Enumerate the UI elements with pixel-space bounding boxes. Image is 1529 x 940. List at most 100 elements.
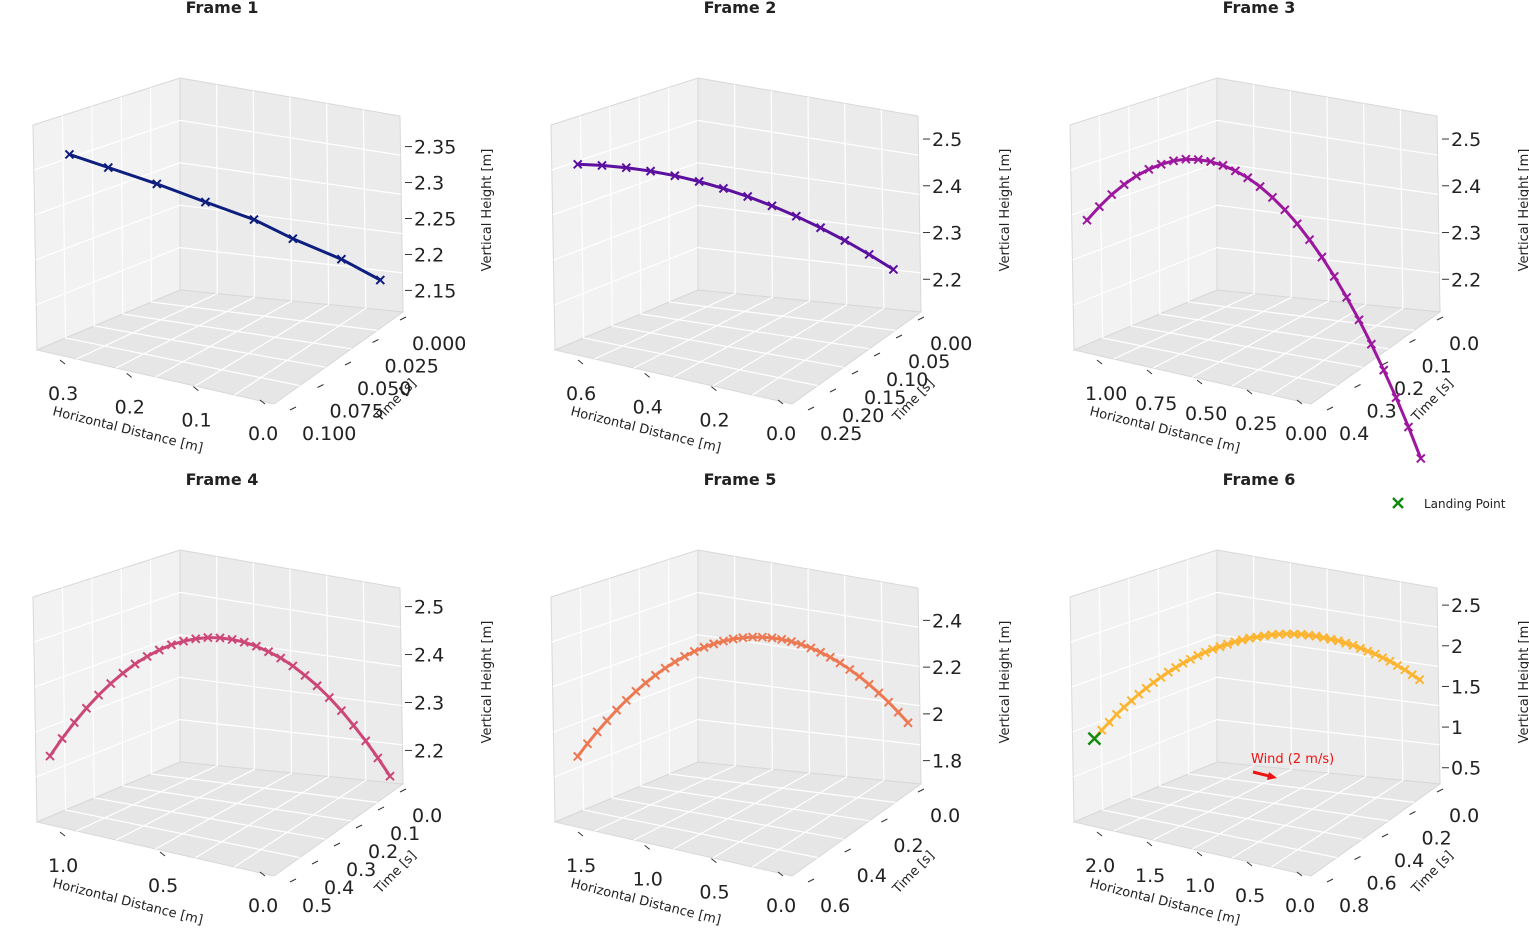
x-tick-label: 0.3 bbox=[48, 383, 78, 405]
t-tick-label: 0.2 bbox=[368, 841, 398, 863]
t-tick-mark bbox=[311, 860, 319, 865]
x-tick-mark bbox=[577, 359, 584, 365]
trajectory-marker bbox=[239, 637, 249, 647]
t-tick-mark bbox=[807, 878, 815, 883]
trajectory-marker bbox=[249, 214, 259, 225]
z-axis-label: Vertical Height [m] bbox=[998, 621, 1013, 744]
x-gridline bbox=[594, 556, 736, 832]
z-axis-label: Vertical Height [m] bbox=[480, 621, 495, 744]
x-tick-label: 1.0 bbox=[1185, 875, 1215, 897]
trajectory-marker bbox=[728, 634, 738, 644]
x-tick-mark bbox=[126, 372, 132, 378]
trajectory-marker bbox=[1134, 689, 1144, 699]
trajectory-marker bbox=[1104, 717, 1114, 727]
trajectory-marker bbox=[709, 639, 719, 649]
t-gridline bbox=[668, 87, 896, 331]
trajectory-marker bbox=[251, 641, 262, 651]
t-tick-label: 0.2 bbox=[893, 835, 923, 857]
x-gridline bbox=[1192, 96, 1330, 378]
trajectory-marker bbox=[777, 634, 787, 645]
trajectory-marker bbox=[1222, 639, 1233, 649]
z-axis-label: Vertical Height [m] bbox=[998, 149, 1013, 272]
trajectory-marker bbox=[227, 634, 237, 645]
trajectory-marker bbox=[200, 197, 211, 207]
trajectory-marker bbox=[1178, 658, 1188, 668]
z-tick-label: 2.3 bbox=[932, 223, 962, 245]
t-tick-label: 0.2 bbox=[1422, 828, 1452, 850]
trajectory-marker bbox=[854, 671, 865, 682]
t-tick-mark bbox=[1381, 833, 1389, 838]
trajectory-marker bbox=[385, 771, 395, 781]
x-tick-mark bbox=[193, 386, 199, 392]
t-gridline bbox=[1157, 568, 1389, 822]
t-tick-label: 0.4 bbox=[857, 865, 887, 887]
trajectory-marker bbox=[718, 636, 729, 646]
t-gridline bbox=[1098, 115, 1337, 387]
x-tick-label: 0.5 bbox=[148, 875, 178, 897]
trajectory-marker bbox=[1156, 672, 1166, 683]
t-tick-mark bbox=[1436, 788, 1444, 793]
trajectory-marker bbox=[1107, 189, 1117, 200]
trajectory-marker bbox=[883, 697, 894, 707]
x-gridline bbox=[234, 581, 367, 868]
trajectory-marker bbox=[1370, 649, 1380, 659]
t-tick-label: 0.00 bbox=[930, 333, 972, 355]
t-tick-label: 0.075 bbox=[330, 401, 384, 423]
t-tick-mark bbox=[807, 406, 815, 411]
trajectory-marker bbox=[69, 717, 79, 728]
trajectory-marker bbox=[1163, 667, 1174, 677]
trajectory-marker bbox=[336, 706, 347, 716]
trajectory-marker bbox=[1329, 271, 1339, 282]
t-tick-mark bbox=[344, 361, 352, 366]
trajectory-marker bbox=[1392, 660, 1403, 671]
z-tick-label: 2 bbox=[932, 704, 944, 726]
x-gridline bbox=[1271, 581, 1404, 868]
trajectory-marker bbox=[1193, 650, 1203, 661]
t-tick-mark bbox=[881, 818, 888, 823]
trajectory-marker bbox=[1156, 159, 1166, 169]
trajectory-marker bbox=[154, 645, 164, 655]
x-tick-label: 0.0 bbox=[248, 895, 278, 917]
trajectory-marker bbox=[263, 646, 274, 657]
trajectory-marker bbox=[1193, 154, 1203, 165]
trajectory-marker bbox=[1205, 156, 1216, 167]
trajectory-marker bbox=[845, 664, 855, 675]
t-tick-label: 0.2 bbox=[1394, 378, 1424, 400]
t-tick-mark bbox=[1326, 878, 1334, 883]
trajectory-marker bbox=[1318, 632, 1329, 643]
trajectory-marker bbox=[1416, 453, 1426, 464]
x-tick-label: 1.00 bbox=[1085, 383, 1127, 405]
z-tick-label: 2.3 bbox=[414, 692, 444, 714]
t-tick-label: 0.0 bbox=[930, 805, 960, 827]
t-tick-label: 0.100 bbox=[302, 423, 356, 445]
trajectory-marker bbox=[64, 149, 75, 160]
t-tick-label: 0.025 bbox=[385, 356, 439, 378]
trajectory-marker bbox=[767, 201, 777, 211]
x-tick-mark bbox=[711, 858, 717, 864]
t-gridline bbox=[1128, 578, 1363, 840]
trajectory-marker bbox=[1218, 160, 1228, 171]
x-gridline bbox=[234, 109, 367, 396]
trajectory-marker bbox=[103, 162, 113, 173]
trajectory-marker bbox=[1391, 392, 1401, 403]
trajectory-marker bbox=[621, 162, 631, 173]
x-gridline bbox=[712, 575, 848, 859]
x-tick-mark bbox=[711, 386, 717, 392]
x-tick-mark bbox=[1296, 871, 1303, 877]
x-tick-mark bbox=[577, 831, 584, 837]
t-tick-label: 0.05 bbox=[908, 351, 950, 373]
x-gridline bbox=[155, 96, 293, 378]
trajectory-marker bbox=[152, 179, 162, 189]
trajectory-line bbox=[1085, 157, 1423, 460]
trajectory-marker bbox=[215, 633, 225, 643]
trajectory-marker bbox=[118, 668, 128, 678]
trajectory-marker bbox=[694, 176, 704, 187]
trajectory-marker bbox=[1280, 205, 1290, 215]
z-tick-label: 1 bbox=[1451, 717, 1463, 739]
trajectory-marker bbox=[1341, 292, 1352, 303]
trajectory-marker bbox=[806, 643, 816, 653]
chart-panel-6: Frame 6 2.5 2 1.5 1 0.5 Vertical Height [m] 2.0… bbox=[1069, 470, 1529, 928]
trajectory-marker bbox=[1094, 201, 1105, 212]
chart-panel-2: Frame 2 2.5 2.4 2.3 2.2 Vertical Height [m] 0.… bbox=[550, 0, 1013, 456]
chart-panel-5: Frame 5 2.4 2.2 2 1.8 Vertical Height [m] 1.5 1… bbox=[550, 470, 1013, 928]
